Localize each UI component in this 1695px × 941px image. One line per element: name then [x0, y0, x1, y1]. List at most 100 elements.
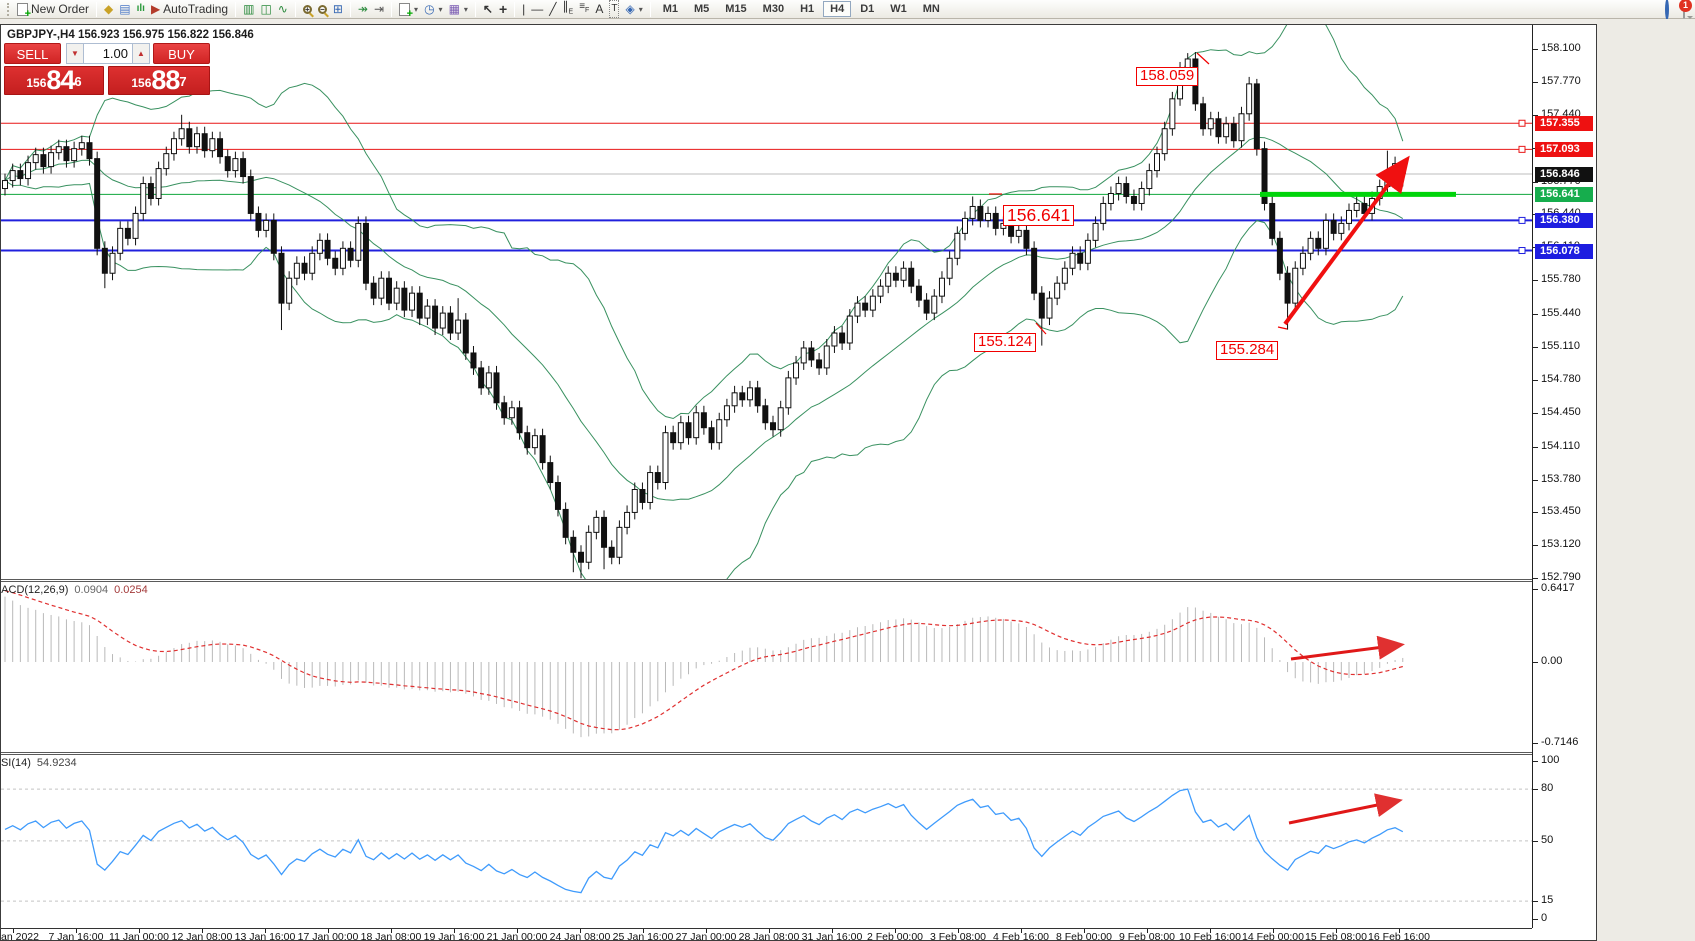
time-label: 12 Jan 08:00 [171, 931, 233, 941]
volume-input[interactable]: 1.00 [83, 43, 133, 64]
auto-scroll-button[interactable]: ↠ [355, 1, 371, 18]
price-tick-label: 157.770 [1541, 74, 1581, 87]
horizontal-line-tool[interactable]: — [528, 1, 546, 18]
macd-value-signal: 0.0254 [114, 584, 148, 596]
buy-button[interactable]: BUY [153, 43, 210, 64]
macd-indicator-label: MACD(12,26,9) 0.0904 0.0254 [1, 584, 148, 596]
notifications-button[interactable]: 1 [1679, 0, 1692, 19]
price-flag-high[interactable]: 158.059 [1136, 67, 1199, 86]
time-tick [328, 929, 329, 933]
new-chart-button[interactable]: + ▾ [396, 1, 421, 19]
time-tick [76, 929, 77, 933]
buy-price-display[interactable]: 156 88 7 [108, 66, 210, 95]
candlestick-chart [1, 25, 1532, 579]
chart-shift-button[interactable]: ⇥ [371, 1, 387, 18]
bar-chart-icon: ▥ [243, 2, 255, 16]
macd-axis-tick [1533, 589, 1538, 590]
rsi-axis-tick [1533, 841, 1538, 842]
timeframe-h1[interactable]: H1 [800, 3, 815, 15]
time-label: 25 Jan 16:00 [612, 931, 674, 941]
period-button[interactable]: ◷ ▾ [421, 1, 446, 18]
buy-price-base: 156 [131, 76, 152, 90]
price-tick [1533, 280, 1538, 282]
cursor-button[interactable]: ↖ [480, 1, 496, 18]
toolbar-separator [294, 1, 296, 17]
price-tick [1533, 181, 1538, 183]
price-flag-low2[interactable]: 155.284 [1216, 341, 1279, 360]
price-flag-low1[interactable]: 155.124 [974, 333, 1037, 352]
zoom-out-button[interactable]: − [315, 1, 330, 18]
crosshair-button[interactable]: + [496, 1, 510, 18]
price-badge-157_355: 157.355 [1535, 116, 1593, 132]
volume-increase-button[interactable]: ▲ [132, 43, 150, 64]
horizontal-line-icon: — [531, 2, 544, 16]
chevron-down-icon: ▾ [463, 4, 468, 14]
price-tick [1533, 446, 1538, 448]
auto-scroll-icon: ↠ [357, 2, 368, 16]
time-tick [895, 929, 896, 933]
timeframe-mn[interactable]: MN [922, 3, 940, 15]
line-chart-button[interactable]: ∿ [275, 1, 291, 18]
line-chart-icon: ∿ [277, 2, 288, 16]
panel-separator-macd[interactable] [1, 579, 1596, 582]
text-label-tool[interactable]: T [606, 0, 622, 18]
time-label: 17 Jan 00:00 [297, 931, 359, 941]
price-tick-label: 153.780 [1541, 472, 1581, 485]
publisher-icon: ▤ [119, 2, 131, 16]
vertical-line-tool[interactable]: | [519, 1, 528, 18]
search-icon [1665, 0, 1669, 20]
notification-badge: 1 [1679, 0, 1692, 12]
timeframe-m5[interactable]: M5 [693, 3, 710, 15]
timeframe-m1[interactable]: M1 [662, 3, 678, 15]
toolbar-separator [649, 1, 651, 17]
zoom-in-icon: + [302, 4, 312, 14]
channel-icon: ∥E [562, 0, 574, 16]
timeframe-m15[interactable]: M15 [725, 3, 747, 15]
timeframe-d1[interactable]: D1 [860, 3, 875, 15]
tile-windows-button[interactable]: ⊞ [330, 1, 346, 18]
volume-decrease-button[interactable]: ▼ [66, 43, 84, 64]
trendline-tool[interactable]: ╱ [546, 1, 559, 18]
arrows-tool[interactable]: ◈ ▾ [622, 1, 645, 18]
time-tick [1021, 929, 1022, 933]
clock-icon: ◷ [424, 2, 435, 16]
new-order-button[interactable]: + New Order [14, 1, 92, 19]
price-axis[interactable]: 158.100157.770157.440157.110156.770156.4… [1533, 25, 1596, 928]
macd-panel-chart [4, 590, 1405, 738]
sell-button[interactable]: SELL [4, 43, 61, 64]
publisher-button[interactable]: ▤ [116, 1, 133, 18]
toolbar-grip[interactable] [7, 2, 11, 16]
timeframe-m30[interactable]: M30 [762, 3, 785, 15]
market-watch-button[interactable]: ◆ [101, 1, 116, 18]
time-tick [517, 929, 518, 933]
sell-price-display[interactable]: 156 84 6 [4, 66, 104, 95]
template-button[interactable]: ▦ ▾ [446, 1, 471, 18]
price-tick [1533, 346, 1538, 348]
bar-chart-button[interactable]: ▥ [240, 1, 257, 18]
timeframe-h4[interactable]: H4 [823, 1, 852, 17]
rsi-axis-tick [1533, 901, 1538, 902]
candle-chart-button[interactable]: ◫ [257, 1, 274, 18]
price-flag-level[interactable]: 156.641 [1003, 205, 1075, 227]
fibonacci-tool[interactable]: ≡F [576, 1, 592, 18]
rsi-name: RSI(14) [0, 757, 31, 769]
timeframe-w1[interactable]: W1 [890, 3, 907, 15]
price-badge-156_641: 156.641 [1535, 187, 1593, 203]
time-label: 16 Feb 16:00 [1368, 931, 1430, 941]
toolbar-separator [391, 1, 393, 17]
text-tool[interactable]: A [592, 1, 606, 18]
price-tick-label: 158.100 [1541, 42, 1581, 54]
gold-bar-icon: ◆ [104, 2, 114, 16]
main-toolbar: + New Order ◆ ▤ ılı ▶ AutoTrading ▥ ◫ ∿ … [0, 0, 1695, 20]
autotrading-button[interactable]: ▶ AutoTrading [148, 1, 231, 18]
panel-separator-rsi[interactable] [1, 752, 1596, 755]
time-tick [1336, 929, 1337, 933]
signals-button[interactable]: ılı [134, 1, 148, 18]
price-tick-label: 153.450 [1541, 505, 1581, 518]
zoom-in-button[interactable]: + [300, 1, 315, 18]
search-button[interactable] [1665, 0, 1669, 20]
price-tick-label: 154.110 [1541, 439, 1580, 452]
channel-tool[interactable]: ∥E [560, 0, 577, 18]
toolbar-right-icons: 1 [1665, 0, 1692, 20]
